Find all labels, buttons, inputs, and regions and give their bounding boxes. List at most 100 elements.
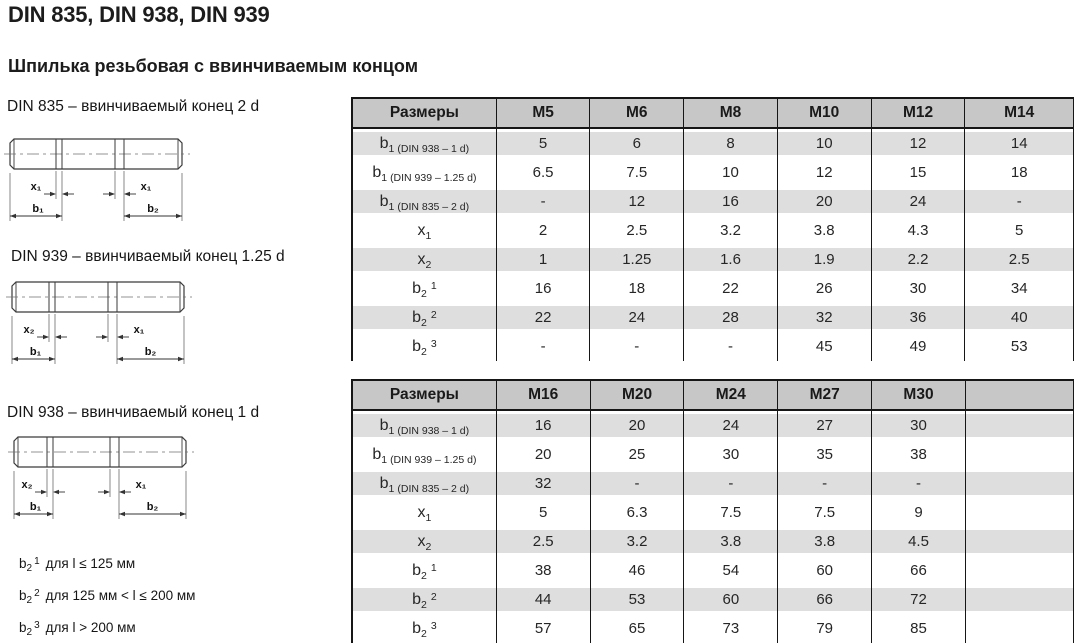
row-label-base: b [372, 445, 382, 463]
row-label: b21 [352, 556, 497, 585]
row-label: b1 (DIN 938 – 1 d) [352, 410, 497, 440]
row-label-note: (DIN 939 – 1.25 d) [390, 453, 477, 466]
value-cell: 9 [871, 498, 966, 527]
row-label-sub: 2 [425, 258, 432, 271]
table-row: x2 2.5 3.2 3.8 3.8 4.5 [352, 527, 1074, 556]
value-cell: 38 [871, 440, 966, 469]
drawing-caption-din939: DIN 939 – ввинчиваемый конец 1.25 d [11, 248, 285, 265]
column-header: M10 [777, 98, 872, 129]
table-row: b1 (DIN 939 – 1.25 d) 6.5 7.5 10 12 15 18 [352, 158, 1074, 187]
value-cell: - [496, 332, 591, 361]
dimension-label-x-right: x₁ [136, 479, 147, 491]
footnote-text: для l > 200 мм [45, 620, 136, 635]
value-cell: 53 [590, 585, 685, 614]
value-cell: 16 [496, 410, 591, 440]
dimension-label-b1: b₁ [30, 346, 42, 358]
value-cell: 72 [871, 585, 966, 614]
row-label-base: b [379, 416, 389, 434]
value-cell: 8 [683, 128, 778, 158]
row-label-note: (DIN 938 – 1 d) [397, 424, 470, 437]
value-cell [965, 469, 1074, 498]
row-label: b1 (DIN 835 – 2 d) [352, 187, 497, 216]
row-label-base: b [379, 134, 389, 152]
value-cell: 27 [777, 410, 873, 440]
value-cell: 26 [777, 274, 872, 303]
value-cell: - [683, 469, 779, 498]
value-cell: 25 [590, 440, 685, 469]
row-label-sub: 2 [420, 345, 427, 358]
column-header: M8 [683, 98, 778, 129]
value-cell [965, 556, 1074, 585]
stud-drawing-din938: x₂ x₁ b₁ b₂ [8, 436, 194, 519]
row-label: b23 [352, 614, 497, 643]
value-cell: 2.2 [871, 245, 966, 274]
value-cell: 85 [871, 614, 966, 643]
row-label-sub: 1 [388, 142, 395, 155]
table-row: b23- - -45 49 53 [352, 332, 1074, 361]
value-cell: - [871, 469, 966, 498]
row-label-sub: 2 [420, 316, 427, 329]
row-label-base: x [417, 221, 426, 239]
value-cell: 7.5 [777, 498, 873, 527]
value-cell: - [964, 187, 1074, 216]
table-row: b21 16 18 22 26 30 34 [352, 274, 1074, 303]
value-cell: 6.5 [496, 158, 591, 187]
value-cell: 60 [777, 556, 873, 585]
row-label-base: b [379, 192, 389, 210]
dimensions-table-2: Размеры M16 M20 M24 M27 M30 b1 (DIN 938 – 1 d) 1… [351, 379, 1074, 643]
row-label-base: b [412, 308, 421, 326]
value-cell: - [777, 469, 873, 498]
value-cell [965, 614, 1074, 643]
row-label-sub: 1 [425, 229, 432, 242]
drawing-caption-din835: DIN 835 – ввинчиваемый конец 2 d [7, 98, 260, 115]
value-cell: 30 [871, 410, 966, 440]
header-row: Размеры M5 M6 M8 M10 M12 M14 [352, 98, 1074, 129]
value-cell: 46 [590, 556, 685, 585]
sizes-column-header: Размеры [352, 98, 497, 129]
row-label-sub: 1 [381, 453, 388, 466]
footnote-b2-3: b23 для l > 200 мм [19, 620, 136, 638]
footnote-symbol-sub: 2 [26, 627, 33, 638]
value-cell: 15 [871, 158, 966, 187]
value-cell [965, 527, 1074, 556]
value-cell: 6 [589, 128, 685, 158]
row-label-sup: 2 [430, 590, 437, 603]
row-label-sub: 1 [388, 424, 395, 437]
value-cell [965, 410, 1074, 440]
value-cell: 3.2 [683, 216, 778, 245]
row-label-note: (DIN 835 – 2 d) [397, 200, 470, 213]
row-label-base: b [412, 561, 421, 579]
value-cell: 20 [590, 410, 685, 440]
row-label: x2 [352, 527, 497, 556]
column-header: M6 [589, 98, 685, 129]
value-cell: 10 [683, 158, 778, 187]
drawing-caption-din938: DIN 938 – ввинчиваемый конец 1 d [7, 404, 260, 421]
value-cell: 28 [683, 303, 778, 332]
row-label-sub: 1 [388, 200, 395, 213]
value-cell: - [590, 469, 685, 498]
column-header: M5 [496, 98, 591, 129]
value-cell: 16 [683, 187, 778, 216]
column-header: M14 [964, 98, 1074, 129]
row-label-note: (DIN 835 – 2 d) [397, 482, 470, 495]
value-cell: 66 [871, 556, 966, 585]
row-label-note: (DIN 939 – 1.25 d) [390, 171, 477, 184]
row-label-sub: 2 [425, 540, 432, 553]
value-cell: 14 [964, 128, 1074, 158]
row-label-base: b [379, 474, 389, 492]
value-cell: 2.5 [496, 527, 591, 556]
table-row: b1 (DIN 938 – 1 d) 5 6 8 10 12 14 [352, 128, 1074, 158]
value-cell: 60 [683, 585, 779, 614]
table-area-large-sizes: Размеры M16 M20 M24 M27 M30 b1 (DIN 938 – 1 d) 1… [351, 379, 1074, 643]
value-cell: 1.9 [777, 245, 872, 274]
value-cell: 18 [964, 158, 1074, 187]
value-cell: 5 [964, 216, 1074, 245]
row-label-base: b [412, 279, 421, 297]
value-cell: 12 [777, 158, 872, 187]
table-area-small-sizes: Размеры M5 M6 M8 M10 M12 M14 b1 (DIN 938 – 1 d) 5… [351, 97, 1074, 364]
value-cell: 36 [871, 303, 966, 332]
value-cell: 22 [683, 274, 778, 303]
value-cell: 40 [964, 303, 1074, 332]
row-label-sup: 2 [430, 308, 437, 321]
row-label-base: b [412, 337, 421, 355]
